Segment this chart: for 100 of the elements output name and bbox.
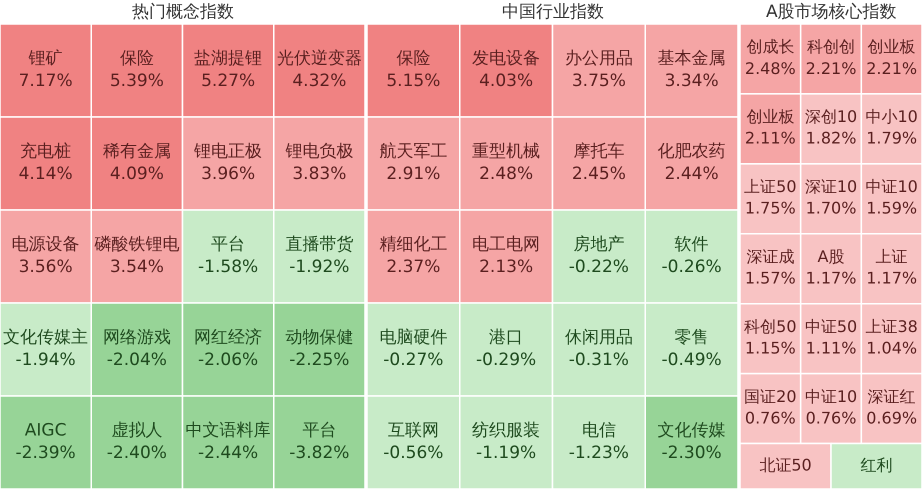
text: 中国行业指数 <box>502 2 604 22</box>
category-label: 上证 <box>876 246 908 266</box>
data-label: -1.94% <box>16 350 76 370</box>
data-label: 7.17% <box>18 71 73 92</box>
data-label: 1.15% <box>744 338 796 358</box>
data-label: 1.59% <box>866 198 918 218</box>
category-label: 文化传媒主 <box>3 327 88 348</box>
data-label: 3.75% <box>572 71 626 92</box>
category-label: 科创创 <box>807 37 855 56</box>
data-label: 1.82% <box>806 128 856 148</box>
category-label: 基本金属 <box>658 48 726 68</box>
data-label: -0.26% <box>662 257 722 278</box>
category-label: 平台 <box>302 420 336 440</box>
category-label: 发电设备 <box>472 48 540 68</box>
data-label: 5.39% <box>110 71 164 92</box>
data-label: 3.56% <box>18 257 73 278</box>
category-label: 重型机械 <box>472 141 540 162</box>
data-label: 1.70% <box>806 198 856 218</box>
data-label: -2.25% <box>289 350 350 370</box>
data-label: -0.22% <box>568 257 629 278</box>
category-label: 电脑硬件 <box>379 327 448 348</box>
data-label: 5.15% <box>386 71 440 92</box>
data-label: -2.30% <box>662 443 722 464</box>
data-label: 0.76% <box>806 408 856 428</box>
category-label: 科创50 <box>744 316 797 336</box>
data-label: -2.06% <box>198 350 258 370</box>
data-label: 2.91% <box>386 164 440 184</box>
data-label: -1.19% <box>476 443 536 464</box>
category-label: 直播带货 <box>285 234 354 254</box>
category-label: 盐湖提锂 <box>194 48 262 68</box>
category-label: 创业板 <box>868 37 916 56</box>
category-label: 动物保健 <box>285 327 354 348</box>
category-label: 中证50 <box>804 316 858 336</box>
category-label: 纺织服装 <box>472 420 540 440</box>
category-label: 电工电网 <box>472 234 540 254</box>
data-label: -2.44% <box>198 443 258 464</box>
data-label: 2.21% <box>866 58 918 78</box>
data-label: 3.34% <box>664 71 719 92</box>
category-label: 软件 <box>674 234 709 254</box>
data-label: -0.29% <box>476 350 536 370</box>
category-label: 电信 <box>582 420 616 440</box>
data-label: -2.40% <box>106 443 167 464</box>
data-label: 0.76% <box>744 408 796 428</box>
data-label: -0.56% <box>383 443 444 464</box>
data-label: 2.21% <box>806 58 856 78</box>
category-label: 网络游戏 <box>102 327 171 348</box>
category-label: 上证50 <box>744 177 797 196</box>
category-label: 磷酸铁锂电 <box>93 234 180 254</box>
data-label: -0.27% <box>383 350 444 370</box>
data-label: 2.48% <box>744 58 796 78</box>
data-label: 0.69% <box>866 408 918 428</box>
data-label: 4.09% <box>110 164 164 184</box>
category-label: 中小10 <box>865 107 918 126</box>
category-label: 中证10 <box>865 177 918 196</box>
category-label: 北证50 <box>759 455 812 474</box>
category-label: 零售 <box>674 327 709 348</box>
data-label: -1.58% <box>198 257 258 278</box>
category-label: 航天军工 <box>379 141 448 162</box>
data-label: 3.54% <box>110 257 164 278</box>
category-label: 保险 <box>120 48 154 68</box>
text: A股市场核心指数 <box>766 2 897 22</box>
data-label: -0.31% <box>568 350 629 370</box>
category-label: 休闲用品 <box>564 327 633 348</box>
category-label: 精细化工 <box>379 234 448 254</box>
category-label: 锂矿 <box>28 48 63 68</box>
category-label: 互联网 <box>388 420 439 440</box>
category-label: 房地产 <box>573 234 624 254</box>
category-label: 创业板 <box>746 107 794 126</box>
category-label: 国证20 <box>744 386 797 406</box>
data-label: 1.57% <box>744 268 796 288</box>
data-label: 5.27% <box>201 71 256 92</box>
data-label: -0.49% <box>662 350 722 370</box>
category-label: 虚拟人 <box>111 420 162 440</box>
category-label: 深创10 <box>804 107 858 126</box>
category-label: 上证38 <box>865 316 918 336</box>
category-label: A股 <box>818 246 844 266</box>
category-label: 摩托车 <box>573 141 624 162</box>
category-label: 电源设备 <box>12 234 80 254</box>
data-label: 4.14% <box>18 164 73 184</box>
data-label: 1.17% <box>806 268 856 288</box>
data-label: 1.17% <box>866 268 918 288</box>
category-label: 办公用品 <box>564 48 633 68</box>
data-label: 2.44% <box>664 164 719 184</box>
data-label: 3.83% <box>292 164 346 184</box>
category-label: 红利 <box>860 455 892 474</box>
data-label: -1.92% <box>289 257 350 278</box>
category-label: AIGC <box>24 420 66 440</box>
category-label: 深证10 <box>804 177 858 196</box>
data-label: -3.82% <box>289 443 350 464</box>
category-label: 中证10 <box>804 386 858 406</box>
category-label: 文化传媒 <box>658 420 726 440</box>
category-label: 锂电负极 <box>284 141 354 162</box>
category-label: 深证红 <box>868 386 916 406</box>
category-label: 中文语料库 <box>186 420 271 440</box>
data-label: 2.48% <box>479 164 534 184</box>
category-label: 网红经济 <box>194 327 262 348</box>
data-label: 2.13% <box>479 257 534 278</box>
data-label: 4.03% <box>479 71 534 92</box>
text: 热门概念指数 <box>132 2 234 22</box>
category-label: 深证成 <box>746 246 794 266</box>
